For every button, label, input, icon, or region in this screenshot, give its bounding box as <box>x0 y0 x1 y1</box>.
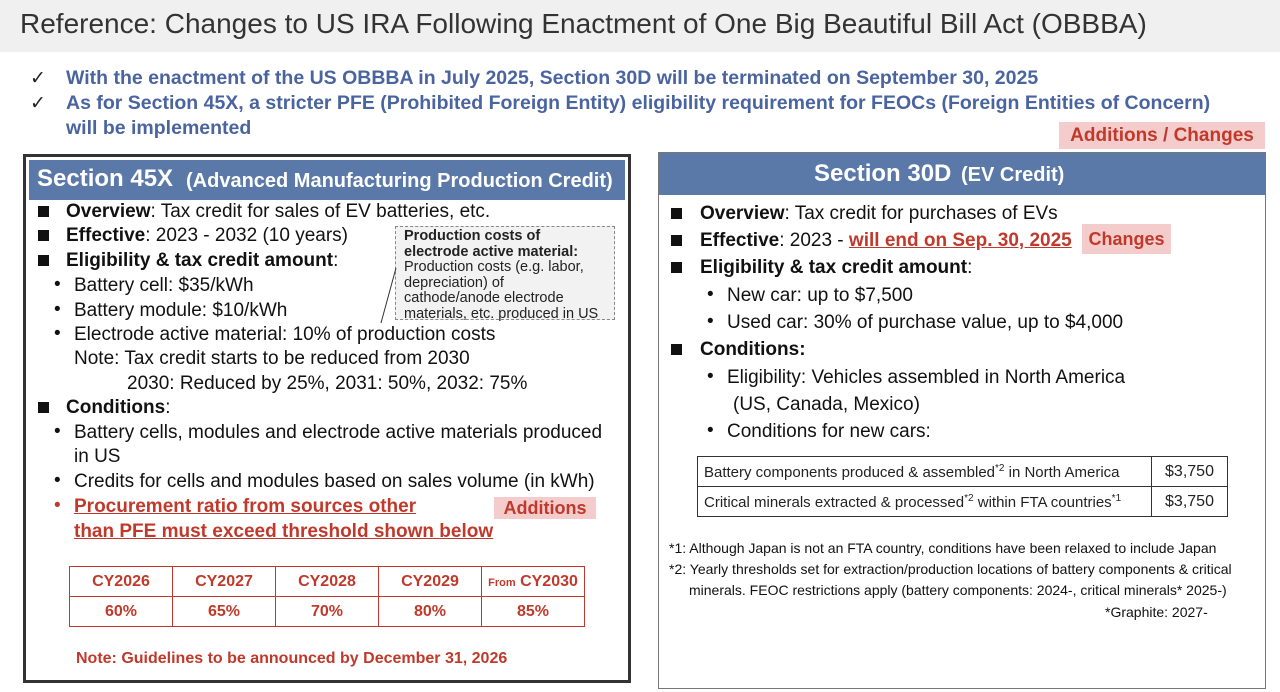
table-header-cell: CY2026 <box>69 566 173 597</box>
bullet-dot-icon: • <box>54 470 61 491</box>
table-cell: $3,750 <box>1151 456 1228 487</box>
footnote-2-cont: minerals. FEOC restrictions apply (batte… <box>689 582 1227 598</box>
table-cell: Critical minerals extracted & processed*… <box>697 486 1152 517</box>
square-bullet-icon <box>38 206 49 217</box>
guidelines-note: Note: Guidelines to be announced by Dece… <box>76 650 508 667</box>
section-30d-header: Section 30D (EV Credit) <box>659 153 1265 195</box>
square-bullet-icon <box>38 255 49 266</box>
intro-line-3: will be implemented <box>66 117 252 139</box>
table-cell: 60% <box>69 596 173 627</box>
table-cell: 65% <box>172 596 276 627</box>
check-icon: ✓ <box>30 68 46 89</box>
intro-line-2: ✓ As for Section 45X, a stricter PFE (Pr… <box>30 92 1211 114</box>
45x-item-electrode: Electrode active material: 10% of produc… <box>74 324 496 345</box>
30d-conditions: Conditions: <box>700 339 806 360</box>
table-header-cell: From CY2030 <box>481 566 585 597</box>
table-header-cell: CY2027 <box>172 566 276 597</box>
45x-cond-production-cont: in US <box>74 446 121 467</box>
section-45x-title: Section 45X <box>37 165 174 192</box>
table-row: Battery components produced & assembled*… <box>697 456 1228 487</box>
check-icon: ✓ <box>30 93 46 114</box>
45x-item-module: Battery module: $10/kWh <box>74 300 288 321</box>
bullet-dot-icon: • <box>54 274 61 295</box>
section-30d-title: Section 30D <box>814 160 952 187</box>
production-costs-note: Production costs of electrode active mat… <box>395 226 615 321</box>
45x-conditions: Conditions: <box>66 397 171 418</box>
bullet-dot-icon: • <box>54 323 61 344</box>
table-cell: $3,750 <box>1151 486 1228 517</box>
intro-bullets: ✓ With the enactment of the US OBBBA in … <box>30 66 1275 141</box>
intro-line-1: ✓ With the enactment of the US OBBBA in … <box>30 67 1039 89</box>
table-row: Critical minerals extracted & processed*… <box>697 486 1228 517</box>
additions-changes-tag: Additions / Changes <box>1059 122 1265 149</box>
page-title: Reference: Changes to US IRA Following E… <box>20 8 1147 39</box>
table-cell: 85% <box>481 596 585 627</box>
30d-eligibility: Eligibility & tax credit amount: <box>700 257 973 278</box>
45x-cond-procurement-cont: than PFE must exceed threshold shown bel… <box>74 521 494 542</box>
bullet-dot-icon: • <box>707 311 714 332</box>
45x-overview: Overview: Tax credit for sales of EV bat… <box>66 201 491 222</box>
square-bullet-icon <box>671 262 682 273</box>
45x-item-cell: Battery cell: $35/kWh <box>74 275 254 296</box>
30d-cond-new-cars: Conditions for new cars: <box>727 421 931 442</box>
table-row: 60% 65% 70% 80% 85% <box>69 596 585 627</box>
section-30d-panel: Section 30D (EV Credit) <box>658 152 1266 689</box>
30d-cond-eligibility-cont: (US, Canada, Mexico) <box>733 394 920 415</box>
bullet-dot-icon: • <box>54 495 61 516</box>
square-bullet-icon <box>38 230 49 241</box>
changes-tag: Changes <box>1082 224 1171 254</box>
30d-used-car: Used car: 30% of purchase value, up to $… <box>727 312 1124 333</box>
square-bullet-icon <box>671 208 682 219</box>
section-45x-panel: Section 45X (Advanced Manufacturing Prod… <box>23 154 631 683</box>
45x-eligibility: Eligibility & tax credit amount: <box>66 250 339 271</box>
section-45x-subtitle: (Advanced Manufacturing Production Credi… <box>186 170 613 192</box>
square-bullet-icon <box>671 235 682 246</box>
table-header-cell: CY2028 <box>275 566 379 597</box>
30d-effective: Effective: 2023 - will end on Sep. 30, 2… <box>700 230 1072 251</box>
45x-note-schedule: 2030: Reduced by 25%, 2031: 50%, 2032: 7… <box>127 373 528 394</box>
bullet-dot-icon: • <box>54 421 61 442</box>
table-cell: 70% <box>275 596 379 627</box>
45x-note-reduction: Note: Tax credit starts to be reduced fr… <box>74 348 470 369</box>
bullet-dot-icon: • <box>707 366 714 387</box>
additions-tag: Additions <box>494 497 596 519</box>
square-bullet-icon <box>671 344 682 355</box>
table-cell: 80% <box>378 596 482 627</box>
table-cell: Battery components produced & assembled*… <box>697 456 1152 487</box>
new-car-conditions-table: Battery components produced & assembled*… <box>697 456 1228 517</box>
footnote-2: *2: Yearly thresholds set for extraction… <box>669 561 1232 577</box>
bullet-dot-icon: • <box>54 299 61 320</box>
section-45x-header: Section 45X (Advanced Manufacturing Prod… <box>29 160 625 200</box>
30d-overview: Overview: Tax credit for purchases of EV… <box>700 203 1058 224</box>
footnote-graphite: *Graphite: 2027- <box>1105 604 1208 620</box>
footnote-1: *1: Although Japan is not an FTA country… <box>669 540 1217 556</box>
pfe-threshold-table: CY2026 CY2027 CY2028 CY2029 From CY2030 … <box>69 566 585 627</box>
45x-cond-procurement: Procurement ratio from sources other <box>74 496 417 517</box>
bullet-dot-icon: • <box>707 420 714 441</box>
section-30d-subtitle: (EV Credit) <box>961 164 1065 186</box>
30d-cond-eligibility: Eligibility: Vehicles assembled in North… <box>727 367 1126 388</box>
table-row: CY2026 CY2027 CY2028 CY2029 From CY2030 <box>69 566 585 597</box>
30d-new-car: New car: up to $7,500 <box>727 285 913 306</box>
table-header-cell: CY2029 <box>378 566 482 597</box>
45x-cond-sales: Credits for cells and modules based on s… <box>74 471 595 492</box>
title-bar: Reference: Changes to US IRA Following E… <box>0 0 1280 52</box>
bullet-dot-icon: • <box>707 284 714 305</box>
45x-cond-production: Battery cells, modules and electrode act… <box>74 422 603 443</box>
45x-effective: Effective: 2023 - 2032 (10 years) <box>66 225 348 246</box>
square-bullet-icon <box>38 402 49 413</box>
